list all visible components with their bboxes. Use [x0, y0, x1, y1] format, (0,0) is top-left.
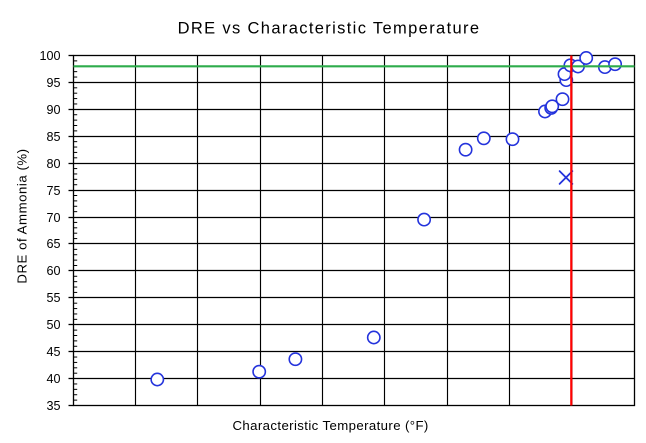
svg-text:90: 90: [46, 103, 60, 117]
svg-text:40: 40: [46, 372, 60, 386]
svg-text:75: 75: [46, 184, 60, 198]
svg-text:DRE vs Characteristic Temperat: DRE vs Characteristic Temperature: [178, 20, 481, 38]
svg-text:50: 50: [46, 318, 60, 332]
svg-text:60: 60: [46, 264, 60, 278]
svg-text:70: 70: [46, 211, 60, 225]
svg-text:85: 85: [46, 130, 60, 144]
svg-text:DRE of Ammonia (%): DRE of Ammonia (%): [15, 148, 30, 283]
svg-text:80: 80: [46, 157, 60, 171]
svg-text:45: 45: [46, 345, 60, 359]
svg-text:95: 95: [46, 76, 60, 90]
svg-text:Characteristic Temperature (°F: Characteristic Temperature (°F): [232, 418, 428, 433]
svg-text:55: 55: [46, 291, 60, 305]
svg-text:100: 100: [39, 49, 60, 63]
svg-text:65: 65: [46, 237, 60, 251]
svg-text:35: 35: [46, 399, 60, 413]
